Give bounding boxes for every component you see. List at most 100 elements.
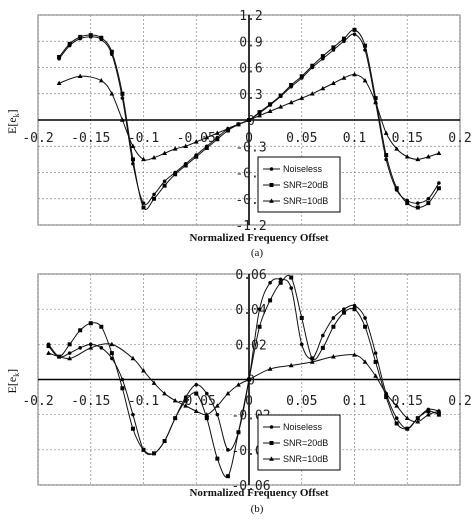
data-point-circle: [183, 395, 188, 399]
data-point-square: [120, 386, 125, 391]
y-tick-label: -0.3: [235, 140, 266, 155]
data-point-circle: [131, 412, 135, 417]
data-point-square: [415, 205, 420, 210]
x-axis-label: Normalized Frequency Offset: [189, 487, 328, 499]
data-point-triangle: [225, 126, 231, 131]
data-point-triangle: [130, 355, 136, 361]
data-point-square: [310, 63, 315, 68]
data-point-triangle: [225, 390, 231, 396]
data-point-circle: [120, 377, 125, 382]
data-point-triangle: [172, 398, 178, 403]
y-tick-label: 0.04: [235, 303, 266, 318]
series-snr-10db: [46, 341, 442, 424]
x-tick-label: 0.2: [448, 394, 471, 409]
data-point-triangle: [373, 373, 378, 378]
y-tick-label: -1.2: [235, 219, 266, 234]
data-point-circle: [205, 391, 209, 396]
data-point-square: [426, 409, 431, 414]
data-point-square: [289, 275, 294, 280]
data-point-square: [204, 146, 209, 150]
x-tick-label: 0.1: [343, 394, 366, 409]
data-point-circle: [321, 333, 325, 338]
data-point-triangle: [309, 91, 315, 96]
data-point-triangle: [425, 412, 431, 417]
data-point-triangle: [130, 143, 136, 149]
legend-label: SNR=10dB: [283, 196, 328, 206]
data-point-square: [88, 321, 93, 326]
data-point-circle: [268, 280, 272, 285]
data-point-triangle: [183, 403, 189, 408]
legend-box: [257, 156, 341, 213]
data-point-square: [405, 201, 410, 206]
y-tick-label: 0.6: [239, 62, 262, 77]
data-point-circle: [299, 342, 304, 347]
data-point-square: [363, 43, 368, 48]
data-point-square: [162, 439, 167, 444]
data-point-square: [99, 324, 104, 329]
data-point-circle: [363, 316, 367, 320]
data-point-circle: [162, 179, 167, 184]
x-tick-label: -0.15: [71, 131, 110, 146]
legend: Noiseless SNR=20dB SNR=10dB: [257, 414, 341, 471]
data-point-square: [152, 451, 157, 456]
data-point-square: [257, 324, 262, 329]
y-axis-label: E[ek]: [5, 369, 21, 394]
data-point-triangle: [120, 117, 125, 122]
data-point-square: [204, 416, 209, 421]
data-point-square: [331, 324, 336, 329]
data-point-square: [384, 395, 389, 400]
data-point-triangle: [236, 121, 241, 127]
series-line: [48, 278, 440, 456]
data-point-triangle: [162, 150, 167, 156]
data-point-triangle: [109, 341, 115, 347]
data-point-square: [278, 93, 283, 98]
data-point-square: [109, 351, 114, 356]
data-point-triangle: [436, 150, 442, 156]
data-point-square: [310, 356, 315, 361]
data-point-triangle: [383, 390, 389, 396]
y-tick-label: 0.06: [235, 268, 266, 283]
data-point-square: [269, 183, 274, 187]
data-point-square: [215, 456, 220, 461]
data-point-triangle: [257, 113, 262, 118]
data-point-square: [426, 201, 431, 206]
data-point-triangle: [162, 390, 167, 396]
data-point-triangle: [214, 130, 220, 135]
data-point-circle: [78, 346, 82, 350]
data-point-triangle: [394, 403, 400, 408]
data-point-circle: [342, 307, 346, 311]
data-point-triangle: [352, 71, 357, 77]
x-tick-label: 0.15: [392, 394, 423, 409]
data-point-triangle: [56, 80, 62, 86]
data-point-circle: [289, 286, 294, 290]
data-point-square: [394, 421, 399, 426]
data-point-circle: [352, 32, 357, 37]
x-tick-label: -0.05: [177, 394, 216, 409]
data-point-triangle: [214, 403, 220, 408]
series-noiseless: [46, 277, 441, 456]
data-point-triangle: [309, 359, 315, 364]
y-tick-label: 0.02: [235, 338, 266, 353]
data-point-circle: [88, 342, 93, 347]
data-point-triangle: [362, 359, 368, 364]
data-point-triangle: [404, 415, 410, 420]
data-point-square: [183, 163, 188, 168]
data-point-square: [320, 345, 325, 350]
x-axis-label: Normalized Frequency Offset: [189, 232, 328, 244]
data-point-square: [373, 359, 378, 364]
y-tick-label: 1.2: [239, 9, 262, 24]
data-point-triangle: [436, 408, 442, 413]
data-point-triangle: [141, 368, 146, 373]
data-point-square: [141, 447, 146, 452]
data-point-square: [130, 157, 135, 162]
data-point-circle: [269, 167, 274, 171]
x-tick-label: 0.05: [286, 131, 317, 146]
data-point-circle: [99, 346, 104, 350]
data-point-square: [67, 41, 72, 46]
x-tick-label: 0.1: [343, 131, 366, 146]
data-point-triangle: [415, 156, 421, 162]
legend: Noiseless SNR=20dB SNR=10dB: [257, 156, 341, 213]
data-point-circle: [373, 351, 378, 355]
data-point-square: [141, 205, 146, 210]
data-point-circle: [331, 316, 336, 320]
